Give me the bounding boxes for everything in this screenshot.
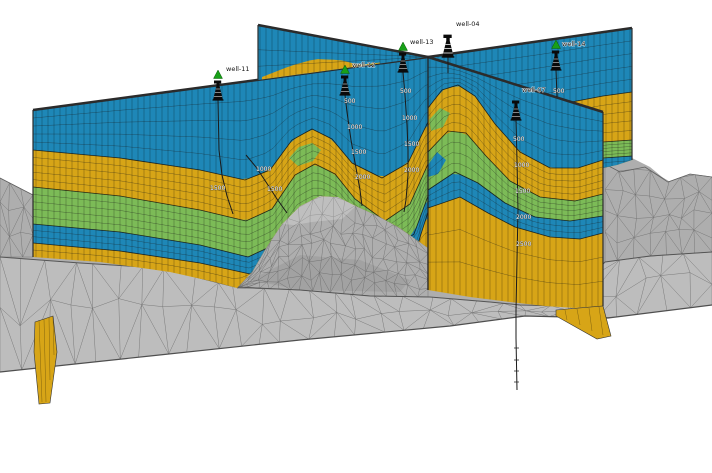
derrick-icon [441,34,455,58]
depth-label: 2500 [516,241,531,248]
depth-label: 1500 [351,149,366,156]
section-bottom-sliver-left [33,315,58,405]
derrick-icon [339,64,351,96]
panel-b-side-edges [257,25,604,306]
well-well-12[interactable]: well-12 500 1000 1500 2000 [339,61,376,207]
well-path [402,71,409,213]
depth-label: 500 [513,136,525,143]
well-label: well-14 [562,40,586,48]
depth-label: 2000 [516,214,531,221]
well-top-marker-icon [213,69,223,79]
derrick-icon [550,39,562,71]
panel-a-side-edges [32,28,633,257]
terrain-bottom-edge [0,304,712,373]
depth-label: 1000 [256,166,271,173]
well-path [555,69,558,98]
section-bottom-sliver-right [555,305,612,340]
depth-label: 1500 [404,141,419,148]
panel-b-column-grid [429,57,599,308]
hill-highlight [282,196,356,225]
well-top-marker-icon [398,41,408,51]
depth-label: 1000 [402,115,417,122]
well-well-11[interactable]: well-11 1500 1000 1500 [210,65,288,215]
well-well-13[interactable]: well-13 500 1000 1500 2000 [397,38,434,213]
terrain-silhouette-edge [0,162,712,196]
derrick-icon [212,69,224,101]
depth-label: 500 [344,98,356,105]
hill-shadow [250,255,410,292]
depth-label: 1500 [515,188,530,195]
well-top-marker-icon [551,39,561,49]
derrick-icon [510,100,522,121]
terrain-top-mesh [0,163,712,298]
well-label: well-13 [410,38,434,46]
terrain-block[interactable] [0,158,712,373]
well-path [344,94,363,207]
well-path [217,99,234,215]
well-label: well-04 [456,20,480,28]
depth-label: 2000 [404,167,419,174]
well-label: well-07 [522,86,546,94]
casing-ticks [514,347,519,383]
well-well-14[interactable]: well-14 500 [550,39,586,98]
depth-label: 2000 [355,174,370,181]
depth-label: 1500 [210,185,225,192]
wells-layer: well-11 1500 1000 1500 well-12 500 1000 1500 200… [210,20,586,391]
well-label: well-11 [226,65,250,73]
well-well-07[interactable]: well-07 500 1000 1500 2000 2500 [510,86,546,391]
depth-label: 1500 [267,186,282,193]
anticline-core-lens [289,143,321,166]
depth-label: 1000 [514,162,529,169]
depth-label: 500 [400,88,412,95]
derrick-icon [397,41,409,73]
depth-label: 500 [553,88,565,95]
well-well-04[interactable]: well-04 [441,20,480,73]
well-path [245,154,288,214]
well-label: well-12 [352,61,376,69]
well-path [515,119,519,391]
depth-label: 1000 [347,124,362,131]
well-top-marker-icon [340,64,350,74]
